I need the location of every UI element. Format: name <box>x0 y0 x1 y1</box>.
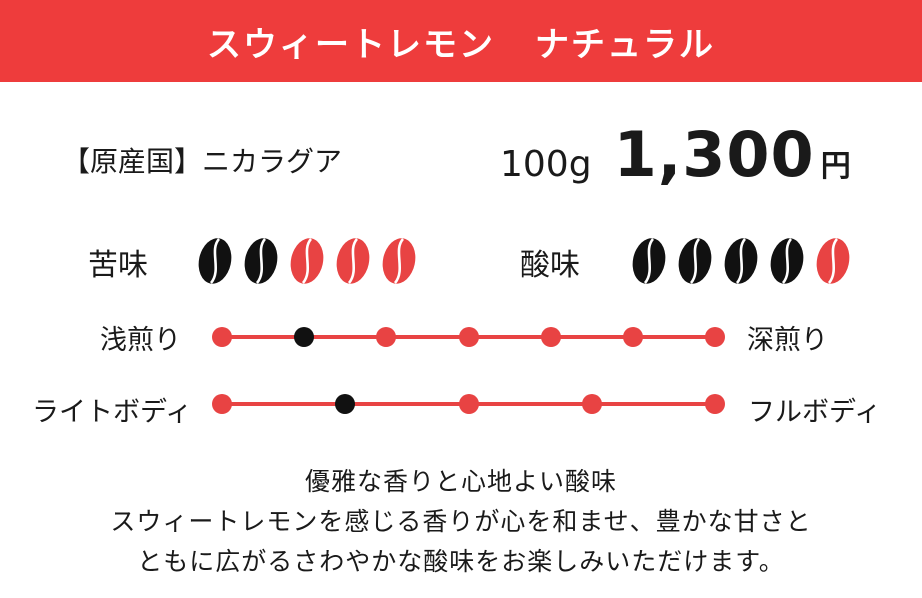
price-info: 100g 1,300 円 <box>500 118 851 191</box>
scale-step-dot <box>212 394 232 414</box>
coffee-bean-filled-icon <box>724 238 758 284</box>
coffee-bean-filled-icon <box>244 238 278 284</box>
scale-marker-selected <box>294 327 315 347</box>
scale-step-dot <box>212 327 232 347</box>
description-title: 優雅な香りと心地よい酸味 <box>304 467 617 496</box>
price-unit: 円 <box>820 149 851 184</box>
roast-scale <box>212 326 725 348</box>
product-process: ナチュラル <box>535 24 715 65</box>
light-body-label: ライトボディ <box>32 397 193 428</box>
scale-step-dot <box>458 327 479 347</box>
dark-roast-label: 深煎り <box>747 325 828 356</box>
scale-step-dot <box>705 327 725 347</box>
scale-step-dot <box>376 327 397 347</box>
bitterness-rating <box>194 236 420 286</box>
price-amount: 1,300 <box>613 118 815 191</box>
product-name: スウィートレモン <box>207 24 495 65</box>
scale-step-dot <box>705 394 725 414</box>
coffee-bean-filled-icon <box>678 238 712 284</box>
description-line: スウィートレモンを感じる香りが心を和ませ、豊かな甘さと <box>110 507 812 536</box>
origin-country: ニカラグア <box>202 145 343 178</box>
origin-label: 【原産国】 <box>62 145 203 178</box>
scale-step-dot <box>540 327 561 347</box>
scale-step-dot <box>458 394 479 414</box>
coffee-bean-empty-icon <box>290 238 324 284</box>
coffee-bean-empty-icon <box>382 238 416 284</box>
scale-step-dot <box>622 327 643 347</box>
price-weight: 100g <box>500 144 592 185</box>
coffee-bean-empty-icon <box>336 238 370 284</box>
light-roast-label: 浅煎り <box>100 325 181 356</box>
full-body-label: フルボディ <box>748 397 882 428</box>
body-scale <box>212 393 725 415</box>
acidity-label: 酸味 <box>520 248 580 283</box>
coffee-bean-filled-icon <box>632 238 666 284</box>
scale-step-dot <box>581 394 602 414</box>
coffee-bean-empty-icon <box>816 238 850 284</box>
bitterness-label: 苦味 <box>88 248 148 283</box>
product-title-banner: スウィートレモン ナチュラル <box>0 0 922 82</box>
acidity-rating <box>628 236 854 286</box>
coffee-bean-filled-icon <box>198 238 232 284</box>
origin-info: 【原産国】ニカラグア <box>62 140 342 180</box>
description-line: ともに広がるさわやかな酸味をお楽しみいただけます。 <box>137 547 785 576</box>
description: 優雅な香りと心地よい酸味 スウィートレモンを感じる香りが心を和ませ、豊かな甘さと… <box>0 462 922 582</box>
scale-marker-selected <box>335 394 356 414</box>
coffee-bean-filled-icon <box>770 238 804 284</box>
